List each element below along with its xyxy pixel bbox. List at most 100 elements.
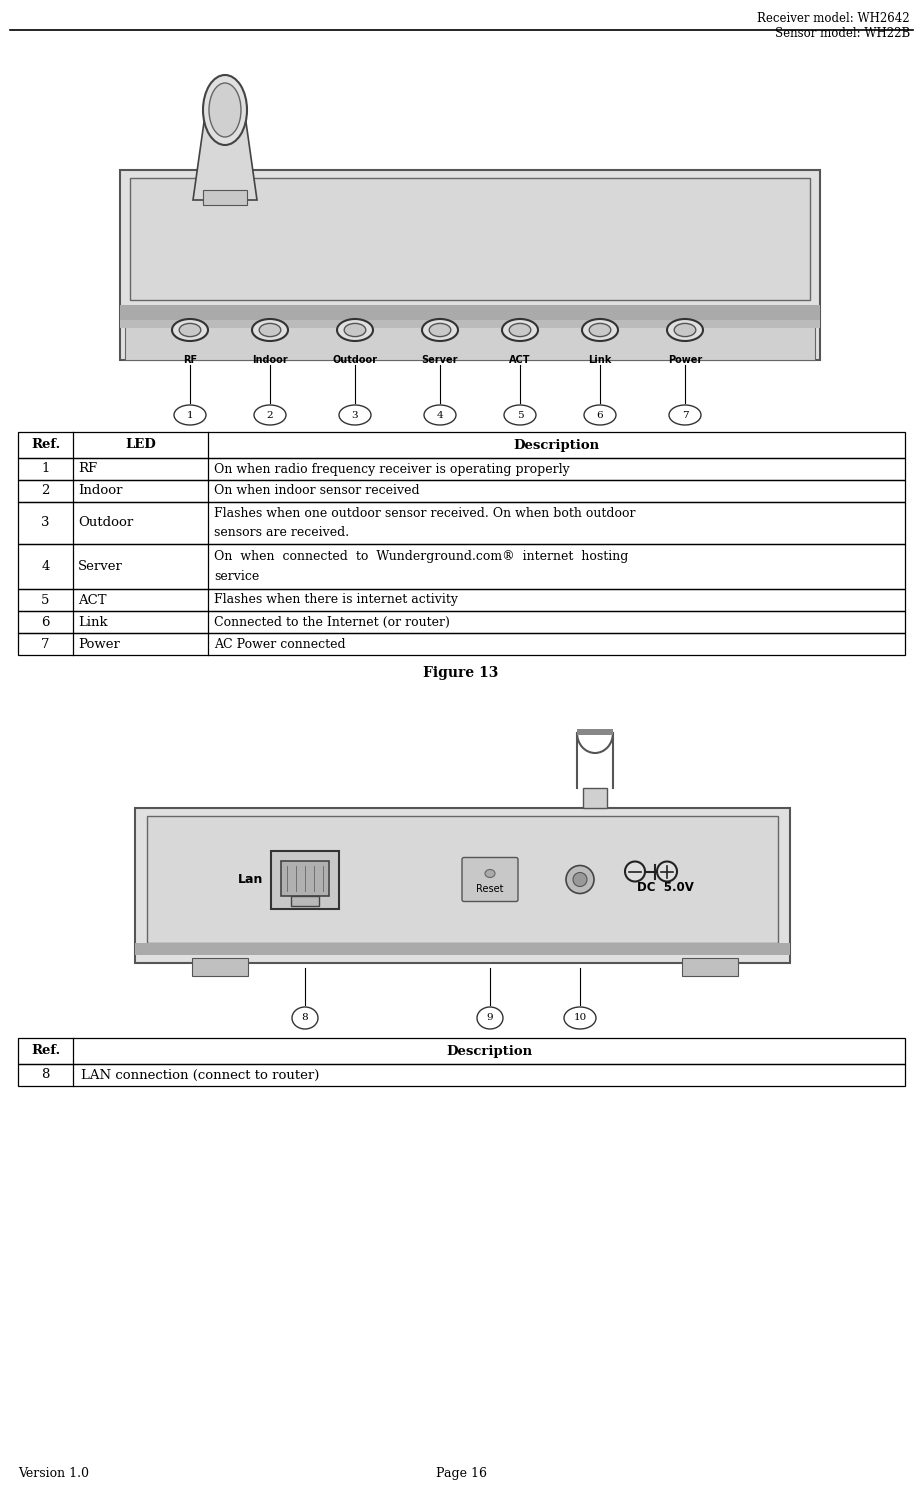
Ellipse shape	[174, 405, 206, 425]
Polygon shape	[193, 115, 257, 200]
Text: Version 1.0: Version 1.0	[18, 1467, 89, 1480]
Bar	[18, 480, 905, 502]
Bar	[120, 320, 820, 327]
Bar	[120, 305, 820, 320]
Bar	[291, 896, 319, 906]
Ellipse shape	[292, 1008, 318, 1029]
Text: Outdoor: Outdoor	[332, 354, 378, 365]
Ellipse shape	[339, 405, 371, 425]
Text: Lan: Lan	[237, 873, 263, 887]
Text: 2: 2	[42, 484, 50, 498]
Text: Power: Power	[668, 354, 702, 365]
FancyBboxPatch shape	[462, 858, 518, 901]
Ellipse shape	[259, 323, 281, 336]
Ellipse shape	[485, 870, 495, 878]
Text: On  when  connected  to  Wunderground.com®  internet  hosting: On when connected to Wunderground.com® i…	[214, 550, 629, 564]
Bar	[583, 788, 607, 807]
Text: Outdoor: Outdoor	[78, 516, 133, 529]
Bar	[192, 958, 248, 976]
Ellipse shape	[589, 323, 611, 336]
Text: 5: 5	[517, 411, 523, 420]
Ellipse shape	[209, 84, 241, 138]
Text: DC  5.0V: DC 5.0V	[637, 881, 693, 894]
Text: Server: Server	[78, 561, 123, 573]
Bar	[147, 816, 778, 943]
Bar	[18, 589, 905, 611]
Ellipse shape	[566, 866, 594, 894]
Ellipse shape	[667, 318, 703, 341]
Text: 6: 6	[596, 411, 604, 420]
Text: Description: Description	[446, 1045, 532, 1057]
Ellipse shape	[584, 405, 616, 425]
Text: ACT: ACT	[509, 354, 531, 365]
Bar	[281, 861, 329, 896]
Text: Ref.: Ref.	[30, 438, 60, 451]
Bar	[18, 432, 905, 457]
Text: 5: 5	[42, 594, 50, 607]
Ellipse shape	[509, 323, 531, 336]
Bar	[135, 807, 790, 963]
Text: 9: 9	[486, 1014, 493, 1023]
Ellipse shape	[422, 318, 458, 341]
Bar	[18, 611, 905, 632]
Text: RF: RF	[78, 462, 97, 475]
Text: On when radio frequency receiver is operating properly: On when radio frequency receiver is oper…	[214, 462, 569, 475]
Ellipse shape	[504, 405, 536, 425]
Bar	[18, 544, 905, 589]
Text: 8: 8	[42, 1069, 50, 1081]
Bar	[18, 502, 905, 544]
Text: On when indoor sensor received: On when indoor sensor received	[214, 484, 420, 498]
Text: Flashes when there is internet activity: Flashes when there is internet activity	[214, 594, 458, 607]
Ellipse shape	[254, 405, 286, 425]
Ellipse shape	[429, 323, 450, 336]
Text: LAN connection (connect to router): LAN connection (connect to router)	[81, 1069, 319, 1081]
Text: ACT: ACT	[78, 594, 106, 607]
Bar	[18, 1038, 905, 1064]
Bar	[120, 170, 820, 360]
Ellipse shape	[657, 861, 677, 882]
Bar	[18, 632, 905, 655]
Text: Description: Description	[513, 438, 600, 451]
Bar	[577, 730, 613, 736]
Text: service: service	[214, 570, 259, 583]
Ellipse shape	[424, 405, 456, 425]
Ellipse shape	[337, 318, 373, 341]
Text: 2: 2	[267, 411, 273, 420]
Text: Figure 13: Figure 13	[424, 665, 498, 680]
Bar	[271, 851, 339, 909]
Text: 4: 4	[437, 411, 443, 420]
Ellipse shape	[573, 873, 587, 887]
Ellipse shape	[172, 318, 208, 341]
Bar	[18, 457, 905, 480]
Text: 6: 6	[42, 616, 50, 628]
Bar	[18, 1064, 905, 1085]
Text: Indoor: Indoor	[252, 354, 288, 365]
Bar	[125, 320, 815, 360]
Text: Link: Link	[588, 354, 612, 365]
Text: Indoor: Indoor	[78, 484, 123, 498]
Text: Reset: Reset	[476, 885, 504, 894]
Text: sensors are received.: sensors are received.	[214, 526, 349, 538]
Text: 3: 3	[42, 516, 50, 529]
Text: RF: RF	[183, 354, 198, 365]
Text: Link: Link	[78, 616, 108, 628]
Text: Server: Server	[422, 354, 458, 365]
Ellipse shape	[502, 318, 538, 341]
Text: 3: 3	[352, 411, 358, 420]
Ellipse shape	[669, 405, 701, 425]
Ellipse shape	[674, 323, 696, 336]
Text: Power: Power	[78, 637, 120, 650]
Text: 10: 10	[573, 1014, 587, 1023]
Ellipse shape	[625, 861, 645, 882]
Text: 1: 1	[42, 462, 50, 475]
Text: 1: 1	[186, 411, 193, 420]
Ellipse shape	[344, 323, 366, 336]
Ellipse shape	[252, 318, 288, 341]
Ellipse shape	[564, 1008, 596, 1029]
Ellipse shape	[582, 318, 618, 341]
Ellipse shape	[477, 1008, 503, 1029]
Text: Page 16: Page 16	[436, 1467, 486, 1480]
Text: Connected to the Internet (or router): Connected to the Internet (or router)	[214, 616, 450, 628]
Ellipse shape	[203, 75, 247, 145]
Text: 7: 7	[42, 637, 50, 650]
